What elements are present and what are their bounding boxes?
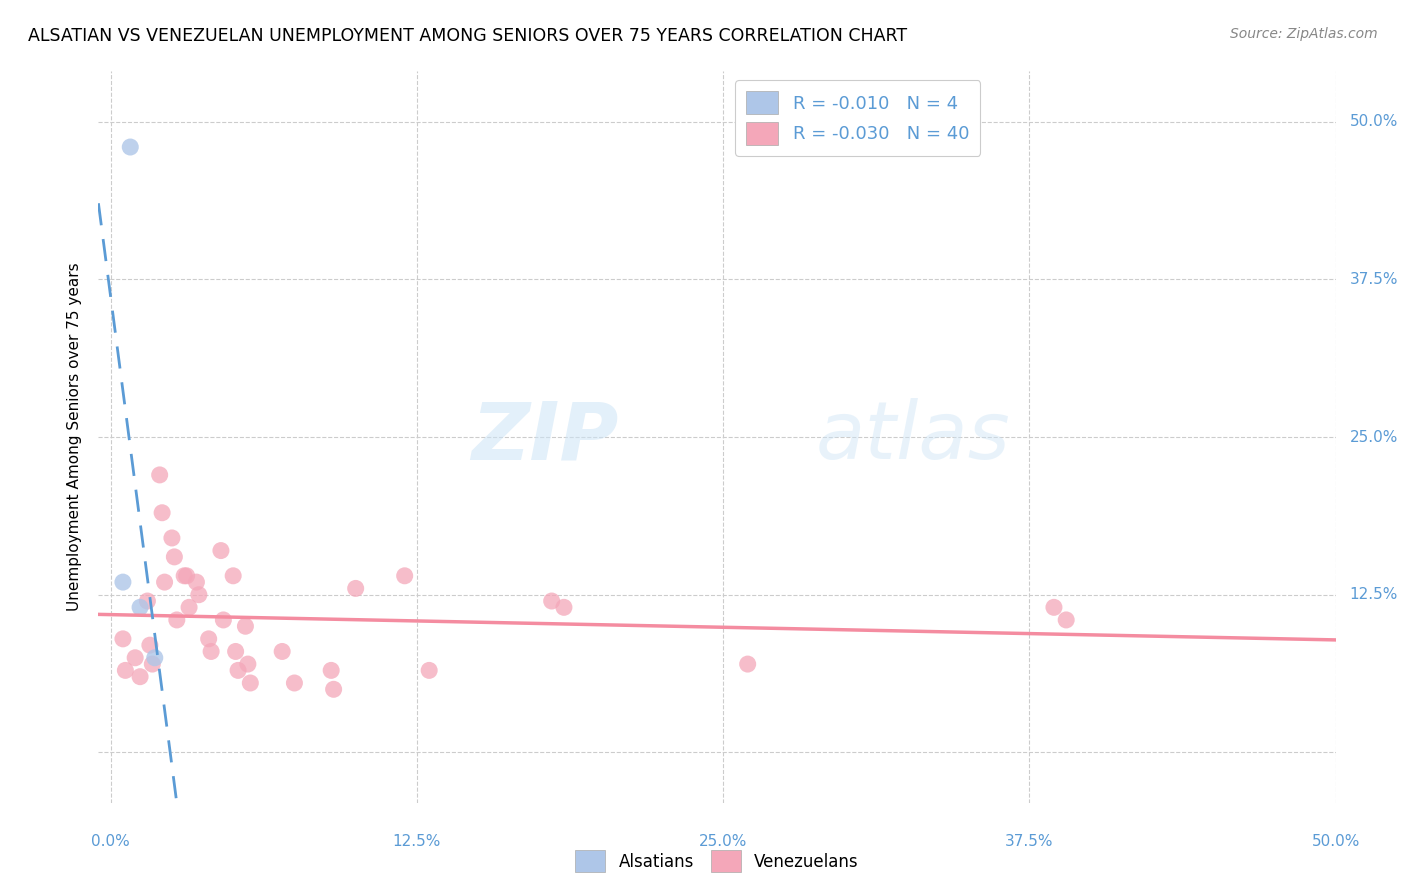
Point	[149, 467, 172, 482]
Text: 50.0%: 50.0%	[1312, 834, 1360, 849]
Point	[114, 664, 136, 678]
Point	[540, 594, 562, 608]
Y-axis label: Unemployment Among Seniors over 75 years: Unemployment Among Seniors over 75 years	[67, 263, 83, 611]
Point	[120, 140, 142, 154]
Text: 37.5%: 37.5%	[1350, 272, 1398, 287]
Point	[153, 575, 176, 590]
Point	[160, 531, 183, 545]
Point	[186, 575, 208, 590]
Point	[321, 664, 343, 678]
Point	[209, 543, 232, 558]
Point	[141, 657, 163, 671]
Text: 37.5%: 37.5%	[1005, 834, 1053, 849]
Text: 25.0%: 25.0%	[1350, 430, 1398, 444]
Text: 0.0%: 0.0%	[91, 834, 129, 849]
Point	[322, 682, 344, 697]
Point	[226, 664, 249, 678]
Text: 50.0%: 50.0%	[1350, 114, 1398, 129]
Point	[143, 650, 166, 665]
Point	[236, 657, 259, 671]
Point	[344, 582, 367, 596]
Point	[166, 613, 188, 627]
Point	[418, 664, 440, 678]
Point	[1043, 600, 1066, 615]
Point	[111, 632, 134, 646]
Point	[394, 569, 416, 583]
Point	[176, 569, 198, 583]
Point	[239, 676, 262, 690]
Text: 12.5%: 12.5%	[1350, 587, 1398, 602]
Point	[553, 600, 575, 615]
Point	[136, 594, 159, 608]
Point	[111, 575, 134, 590]
Text: atlas: atlas	[815, 398, 1011, 476]
Point	[283, 676, 305, 690]
Point	[200, 644, 222, 658]
Point	[197, 632, 219, 646]
Text: Source: ZipAtlas.com: Source: ZipAtlas.com	[1230, 27, 1378, 41]
Text: 25.0%: 25.0%	[699, 834, 748, 849]
Point	[187, 588, 209, 602]
Point	[163, 549, 186, 564]
Point	[124, 650, 146, 665]
Point	[150, 506, 173, 520]
Point	[212, 613, 235, 627]
Point	[271, 644, 294, 658]
Point	[129, 600, 152, 615]
Point	[139, 638, 162, 652]
Point	[1054, 613, 1077, 627]
Legend: Alsatians, Venezuelans: Alsatians, Venezuelans	[568, 844, 866, 879]
Point	[225, 644, 247, 658]
Point	[222, 569, 245, 583]
Point	[235, 619, 257, 633]
Text: ALSATIAN VS VENEZUELAN UNEMPLOYMENT AMONG SENIORS OVER 75 YEARS CORRELATION CHAR: ALSATIAN VS VENEZUELAN UNEMPLOYMENT AMON…	[28, 27, 907, 45]
Point	[737, 657, 759, 671]
Point	[177, 600, 200, 615]
Point	[129, 670, 152, 684]
Point	[173, 569, 195, 583]
Text: 12.5%: 12.5%	[392, 834, 441, 849]
Text: ZIP: ZIP	[471, 398, 619, 476]
